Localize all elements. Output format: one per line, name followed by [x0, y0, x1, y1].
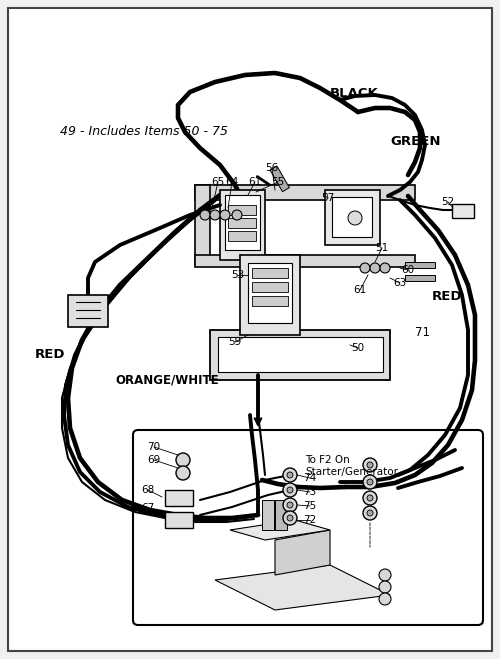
- Circle shape: [176, 466, 190, 480]
- Circle shape: [379, 593, 391, 605]
- Bar: [240, 255, 300, 335]
- Circle shape: [232, 210, 242, 220]
- Circle shape: [360, 263, 370, 273]
- Bar: [405, 275, 435, 281]
- Text: 65: 65: [212, 177, 224, 187]
- Text: 69: 69: [148, 455, 160, 465]
- Circle shape: [367, 462, 373, 468]
- Circle shape: [283, 483, 297, 497]
- Bar: [275, 500, 287, 530]
- Circle shape: [363, 475, 377, 489]
- Circle shape: [283, 511, 297, 525]
- Circle shape: [363, 458, 377, 472]
- Text: 70: 70: [148, 442, 160, 452]
- Circle shape: [363, 506, 377, 520]
- Text: 64: 64: [226, 177, 238, 187]
- Text: To F2 On
Starter/Generator: To F2 On Starter/Generator: [305, 455, 398, 476]
- Text: RED: RED: [35, 349, 66, 362]
- Text: 63: 63: [394, 278, 406, 288]
- Bar: [195, 185, 415, 200]
- Bar: [220, 190, 265, 260]
- Circle shape: [287, 515, 293, 521]
- Bar: [228, 231, 256, 241]
- Circle shape: [287, 502, 293, 508]
- Text: 68: 68: [142, 485, 154, 495]
- Bar: [210, 330, 390, 380]
- Bar: [405, 262, 435, 268]
- Bar: [252, 268, 288, 278]
- Text: 72: 72: [304, 515, 316, 525]
- Text: ORANGE/WHITE: ORANGE/WHITE: [115, 374, 218, 386]
- Circle shape: [370, 263, 380, 273]
- Circle shape: [379, 569, 391, 581]
- Text: 59: 59: [228, 337, 241, 347]
- Circle shape: [220, 210, 230, 220]
- Bar: [452, 204, 474, 218]
- Text: 56: 56: [266, 163, 278, 173]
- Circle shape: [363, 491, 377, 505]
- Bar: [165, 490, 193, 506]
- Text: 67: 67: [142, 503, 154, 513]
- Circle shape: [287, 487, 293, 493]
- Circle shape: [379, 581, 391, 593]
- Text: 75: 75: [304, 501, 316, 511]
- Text: 73: 73: [304, 487, 316, 497]
- FancyBboxPatch shape: [8, 8, 492, 651]
- Circle shape: [176, 453, 190, 467]
- Bar: [165, 512, 193, 528]
- Circle shape: [287, 472, 293, 478]
- Bar: [252, 282, 288, 292]
- Text: 57: 57: [322, 193, 334, 203]
- Bar: [228, 218, 256, 228]
- Text: 49 - Includes Items 50 - 75: 49 - Includes Items 50 - 75: [60, 125, 228, 138]
- Text: 71: 71: [415, 326, 430, 339]
- Text: BLACK: BLACK: [330, 87, 379, 100]
- Bar: [225, 195, 260, 250]
- Bar: [332, 197, 372, 237]
- Bar: [195, 185, 210, 265]
- Bar: [228, 205, 256, 215]
- Text: 61: 61: [248, 177, 262, 187]
- Circle shape: [367, 510, 373, 516]
- Circle shape: [380, 263, 390, 273]
- FancyBboxPatch shape: [133, 430, 483, 625]
- Bar: [270, 166, 289, 192]
- Circle shape: [200, 210, 210, 220]
- Text: GREEN: GREEN: [390, 135, 440, 148]
- Text: RED: RED: [432, 289, 462, 302]
- Bar: [252, 296, 288, 306]
- Circle shape: [210, 210, 220, 220]
- Text: 74: 74: [304, 473, 316, 483]
- Circle shape: [283, 498, 297, 512]
- Text: 53: 53: [232, 270, 244, 280]
- Text: 55: 55: [272, 177, 284, 187]
- Circle shape: [367, 495, 373, 501]
- Bar: [325, 190, 380, 245]
- Text: 52: 52: [442, 197, 454, 207]
- Text: 61: 61: [354, 285, 366, 295]
- Polygon shape: [230, 520, 330, 540]
- Text: 51: 51: [376, 243, 388, 253]
- Circle shape: [348, 211, 362, 225]
- Text: 50: 50: [352, 343, 364, 353]
- Polygon shape: [215, 565, 390, 610]
- Text: 60: 60: [402, 265, 414, 275]
- Bar: [218, 337, 383, 372]
- Bar: [262, 500, 274, 530]
- Bar: [68, 295, 108, 327]
- Bar: [248, 263, 292, 323]
- Circle shape: [367, 479, 373, 485]
- Bar: [195, 255, 415, 267]
- Polygon shape: [275, 530, 330, 575]
- Circle shape: [283, 468, 297, 482]
